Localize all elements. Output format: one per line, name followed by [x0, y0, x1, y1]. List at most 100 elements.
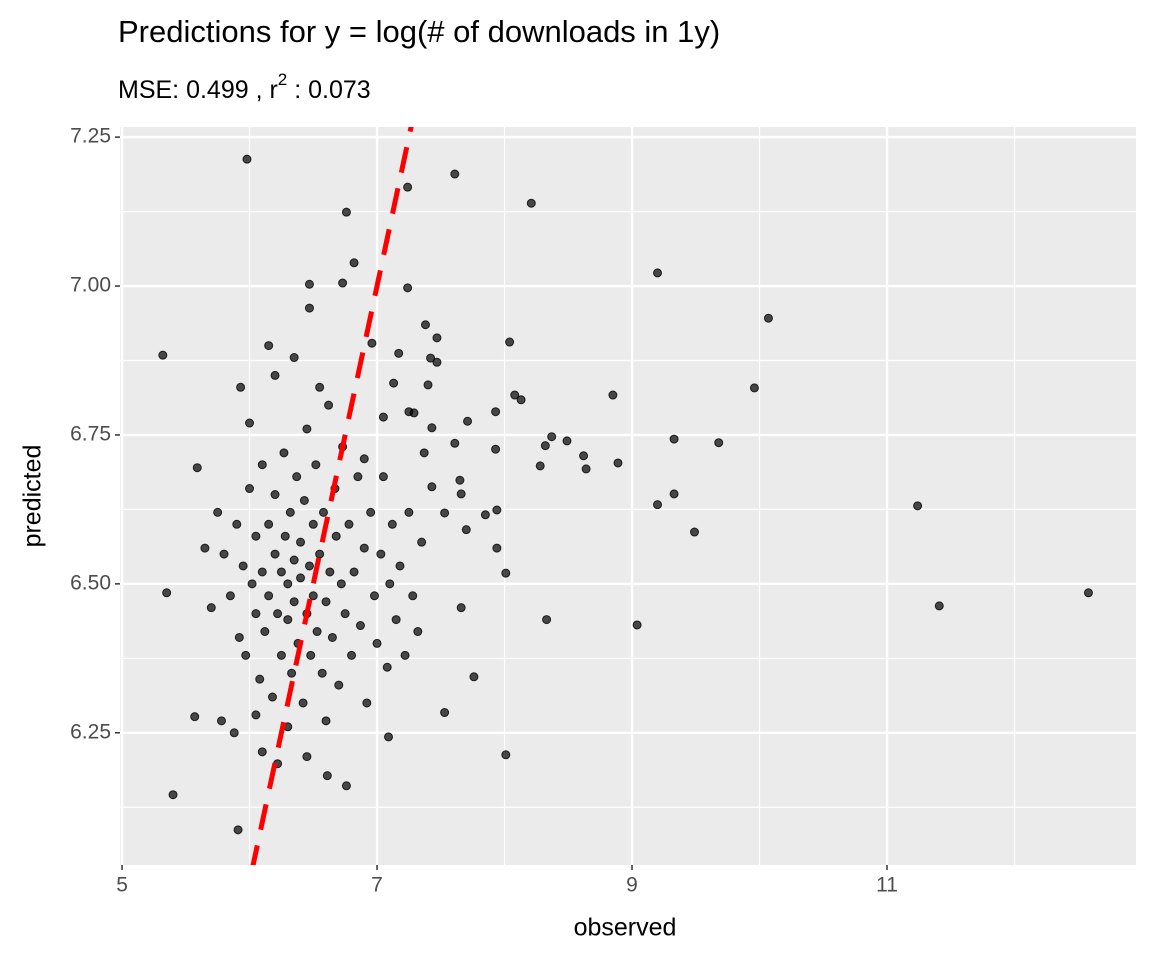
- point: [669, 489, 679, 499]
- point: [267, 692, 277, 702]
- point: [480, 510, 490, 520]
- point: [366, 507, 376, 517]
- y-tick-label: 6.75: [70, 422, 111, 445]
- point: [255, 674, 265, 684]
- subtitle-superscript: 2: [278, 70, 287, 89]
- point: [450, 169, 460, 179]
- point: [492, 505, 502, 515]
- point: [238, 561, 248, 571]
- point: [385, 579, 395, 589]
- point: [296, 537, 306, 547]
- point: [298, 698, 308, 708]
- point: [347, 650, 357, 660]
- point: [934, 601, 944, 611]
- point: [327, 632, 337, 642]
- point: [389, 378, 399, 388]
- point: [308, 519, 318, 529]
- point: [190, 712, 200, 722]
- point: [322, 771, 332, 781]
- point: [403, 283, 413, 293]
- point: [376, 549, 386, 559]
- point: [491, 407, 501, 417]
- point: [362, 698, 372, 708]
- point: [321, 716, 331, 726]
- point: [270, 549, 280, 559]
- point: [270, 490, 280, 500]
- point: [236, 382, 246, 392]
- point: [192, 463, 202, 473]
- point: [241, 650, 251, 660]
- point: [579, 451, 589, 461]
- point: [324, 400, 334, 410]
- point: [432, 333, 442, 343]
- point: [287, 668, 297, 678]
- point: [168, 790, 178, 800]
- point: [162, 588, 172, 598]
- point: [403, 182, 413, 192]
- point: [547, 432, 557, 442]
- point: [369, 591, 379, 601]
- point: [581, 464, 591, 474]
- point: [232, 519, 242, 529]
- point: [526, 198, 536, 208]
- point: [247, 579, 257, 589]
- y-axis-title: predicted: [19, 445, 47, 548]
- point: [461, 525, 471, 535]
- point: [334, 680, 344, 690]
- point: [456, 603, 466, 613]
- point: [229, 728, 239, 738]
- point: [450, 438, 460, 448]
- point: [378, 412, 388, 422]
- point: [304, 561, 314, 571]
- point: [260, 627, 270, 637]
- point: [440, 508, 450, 518]
- point: [242, 154, 252, 164]
- point: [317, 668, 327, 678]
- point: [440, 708, 450, 718]
- point: [289, 353, 299, 363]
- point: [426, 353, 436, 363]
- point: [349, 567, 359, 577]
- point: [349, 258, 359, 268]
- point: [318, 507, 328, 517]
- point: [395, 561, 405, 571]
- point: [367, 338, 377, 348]
- point: [299, 495, 309, 505]
- point: [419, 448, 429, 458]
- y-tick-label: 7.00: [70, 274, 111, 297]
- point: [404, 507, 414, 517]
- point: [653, 268, 663, 278]
- point: [378, 472, 388, 482]
- point: [257, 460, 267, 470]
- point: [913, 501, 923, 511]
- point: [491, 444, 501, 454]
- point: [200, 543, 210, 553]
- point: [312, 627, 322, 637]
- point: [302, 424, 312, 434]
- point: [387, 519, 397, 529]
- point: [355, 621, 365, 631]
- plot-panel: [120, 127, 1136, 865]
- point: [306, 650, 316, 660]
- point: [216, 716, 226, 726]
- subtitle-text: MSE: 0.499 , r: [118, 76, 278, 104]
- point: [391, 615, 401, 625]
- point: [304, 279, 314, 289]
- point: [542, 615, 552, 625]
- point: [1083, 588, 1093, 598]
- point: [285, 507, 295, 517]
- point: [213, 507, 223, 517]
- point: [225, 591, 235, 601]
- point: [311, 460, 321, 470]
- point: [264, 341, 274, 351]
- point: [340, 609, 350, 619]
- point: [321, 597, 331, 607]
- point: [469, 672, 479, 682]
- x-tick-label: 7: [371, 874, 383, 897]
- point: [251, 710, 261, 720]
- point: [632, 620, 642, 630]
- x-tick-label: 11: [876, 874, 898, 897]
- point: [613, 458, 623, 468]
- reference-line: [250, 127, 414, 865]
